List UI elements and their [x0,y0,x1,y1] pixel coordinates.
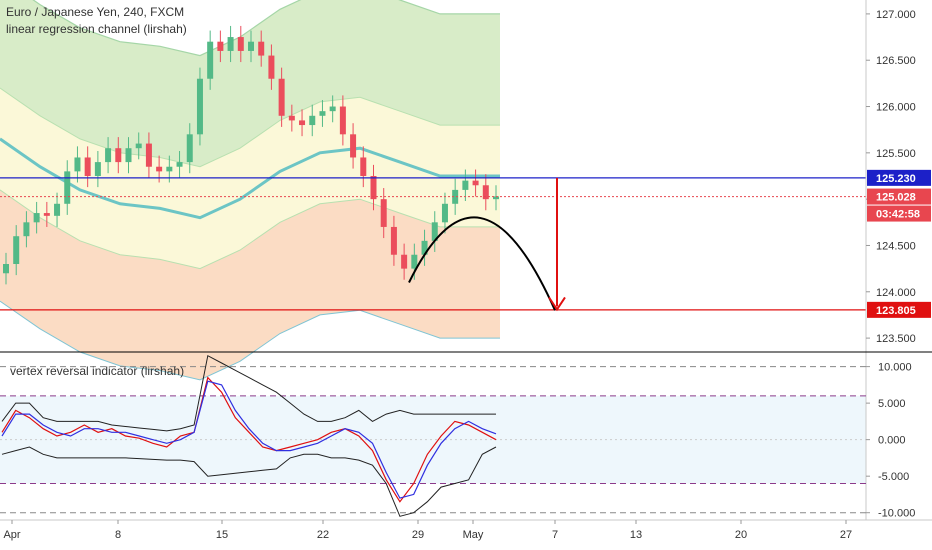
time-tick-label: 7 [552,529,558,541]
candle-body [401,254,408,269]
candle-body [350,134,357,158]
price-tag-resistance-bg [867,169,931,186]
candle-body [84,157,91,176]
down-arrow-head [548,296,566,312]
indicator-series-3 [1,446,497,517]
candle-body [482,185,489,200]
candle-body [493,196,499,200]
candle-body [166,166,173,172]
candle-body [339,106,346,135]
price-tag-target-bg [867,301,931,318]
candle-body [54,203,61,216]
channel-upper-band [0,0,500,167]
price-tick-label: 127.000 [876,9,916,21]
price-tick-label: 124.000 [876,287,916,299]
candle-body [217,41,224,51]
candle-body [207,41,214,79]
candle-body [115,148,122,163]
candle-body [421,240,428,255]
price-tag-target: 123.805 [876,305,916,317]
candle-body [94,162,101,176]
candle-body [227,37,234,51]
channel-inner-upper-line [0,87,500,168]
candle-body [156,166,163,172]
price-tick-label: 123.500 [876,333,916,345]
indicator-title[interactable]: linear regression channel (lirshah) [6,22,187,36]
time-tick-label: May [463,529,484,541]
candle-body [3,264,9,274]
candle-body [462,180,469,190]
candle-body [186,134,193,163]
time-tick-label: 15 [216,529,228,541]
candle-body [431,222,438,241]
indicator-tick-label: -5.000 [878,471,909,483]
candle-body [125,148,132,163]
candle-body [64,171,71,204]
price-tag-resistance: 125.230 [876,173,916,185]
price-tag-last: 125.028 [876,192,916,204]
channel-upper-line [32,0,500,57]
price-tag-last-bg [867,188,931,205]
indicator-series-0 [1,376,497,503]
candle-body [380,199,387,227]
time-tick-label: 29 [412,529,424,541]
sub-indicator-title[interactable]: vertex reversal indicator (lirshah) [10,364,185,378]
time-tick-label: Apr [3,529,20,541]
candle-body [319,111,326,116]
channel-lower-band [0,189,500,380]
candle-body [309,115,316,126]
candle-body [258,41,265,56]
indicator-tick-label: 5.000 [878,398,906,410]
chart-legend: Euro / Japanese Yen, 240, FXCM linear re… [6,4,187,38]
indicator-series-1 [1,380,497,499]
time-tick-label: 8 [115,529,121,541]
indicator-tick-label: 0.000 [878,435,906,447]
time-tick-label: 22 [317,529,329,541]
price-tick-label: 125.500 [876,148,916,160]
price-tick-label: 124.500 [876,240,916,252]
regression-line [0,137,500,220]
candle-body [13,236,20,264]
candle-body [135,143,142,149]
candle-body [268,55,275,79]
candle-body [288,115,295,121]
indicator-series-2 [1,354,496,432]
candle-body [33,213,40,223]
indicator-tick-label: 10.000 [878,362,912,374]
price-tick-label: 126.000 [876,102,916,114]
candle-body [145,143,152,167]
candle-body [278,78,285,116]
candle-body [411,254,418,269]
candle-body [360,157,367,176]
arc-drawing [408,216,556,311]
candle-body [105,148,112,163]
price-tag-countdown: 03:42:58 [876,209,920,221]
candle-body [43,213,50,216]
time-tick-label: 20 [735,529,747,541]
candle-body [299,120,306,126]
candle-body [329,106,336,112]
indicator-tick-label: -10.000 [878,508,915,520]
price-tag-countdown-bg [867,205,931,222]
candle-body [237,37,244,51]
candle-body [370,176,377,200]
time-tick-label: 13 [630,529,642,541]
channel-lower-line [0,300,500,381]
candle-body [441,203,448,223]
candle-body [472,180,479,186]
candle-body [74,157,81,172]
time-tick-label: 27 [840,529,852,541]
price-tick-label: 126.500 [876,55,916,67]
candle-body [23,222,30,237]
symbol-title[interactable]: Euro / Japanese Yen, 240, FXCM [6,5,185,19]
candle-body [390,226,397,255]
candle-body [196,78,203,135]
candle-body [176,162,183,167]
candle-body [452,189,459,204]
candle-body [248,41,254,51]
